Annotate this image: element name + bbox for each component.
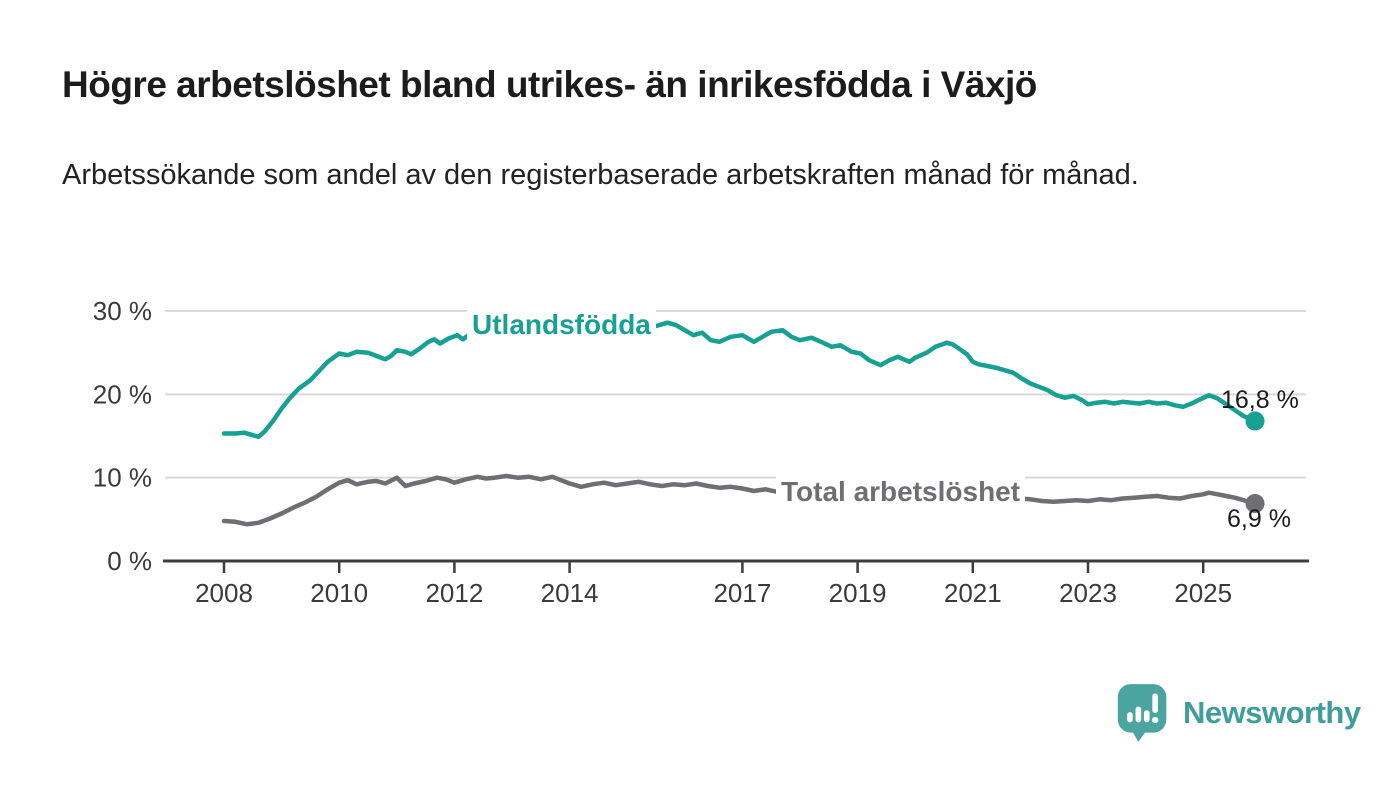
- series-line: [221, 473, 1258, 527]
- series-label-total-arbetsloshet: Total arbetslöshet: [776, 475, 1026, 510]
- newsworthy-bubble-chart-icon: [1117, 684, 1167, 742]
- series-label-utlandsfodda: Utlandsfödda: [467, 308, 656, 343]
- x-axis-tick-label: 2014: [541, 578, 599, 608]
- series-end-dot: [1245, 411, 1265, 431]
- end-value-utlandsfodda: 16,8 %: [1221, 386, 1299, 414]
- x-axis-tick-label: 2019: [829, 578, 887, 608]
- x-axis-tick-label: 2008: [195, 578, 253, 608]
- newsworthy-logo: Newsworthy: [1115, 681, 1361, 745]
- y-axis-tick-label: 10 %: [93, 463, 152, 493]
- x-axis-tick-label: 2021: [944, 578, 1002, 608]
- y-axis-tick-label: 0 %: [107, 546, 152, 576]
- y-axis-tick-label: 30 %: [93, 296, 152, 326]
- x-axis-tick-label: 2010: [310, 578, 368, 608]
- series-line: [221, 320, 1258, 440]
- x-axis-tick-label: 2017: [713, 578, 771, 608]
- end-value-total-arbetsloshet: 6,9 %: [1227, 505, 1291, 533]
- x-axis-tick-label: 2025: [1174, 578, 1232, 608]
- x-axis-tick-label: 2023: [1059, 578, 1117, 608]
- newsworthy-wordmark: Newsworthy: [1183, 695, 1361, 730]
- series-end-dot: [1245, 494, 1265, 514]
- page-title: Högre arbetslöshet bland utrikes- än inr…: [62, 64, 1037, 105]
- x-axis-tick-label: 2012: [425, 578, 483, 608]
- y-axis-tick-label: 20 %: [93, 379, 152, 409]
- page-subtitle: Arbetssökande som andel av den registerb…: [62, 159, 1139, 191]
